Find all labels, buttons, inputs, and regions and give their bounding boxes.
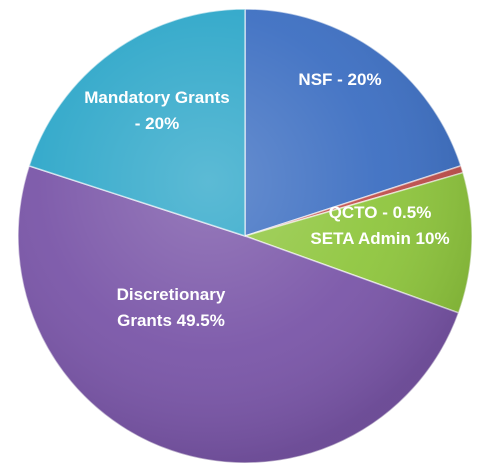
slice-label: Discretionary Grants 49.5%	[117, 285, 226, 330]
slice-label-line: QCTO - 0.5%	[329, 203, 432, 222]
slice-label-line: Grants 49.5%	[117, 311, 225, 330]
pie-labels: NSF - 20% QCTO - 0.5% SETA Admin 10% Discre…	[84, 70, 449, 330]
slice-label: NSF - 20%	[298, 70, 381, 89]
slice-label-line: SETA Admin 10%	[310, 229, 449, 248]
slice-label-line: NSF - 20%	[298, 70, 381, 89]
slice-label-line: Mandatory Grants	[84, 88, 229, 107]
slice-label: Mandatory Grants - 20%	[84, 88, 229, 133]
slice-label: QCTO - 0.5% SETA Admin 10%	[310, 203, 449, 248]
slice-label-line: - 20%	[135, 114, 179, 133]
slice-label-line: Discretionary	[117, 285, 226, 304]
